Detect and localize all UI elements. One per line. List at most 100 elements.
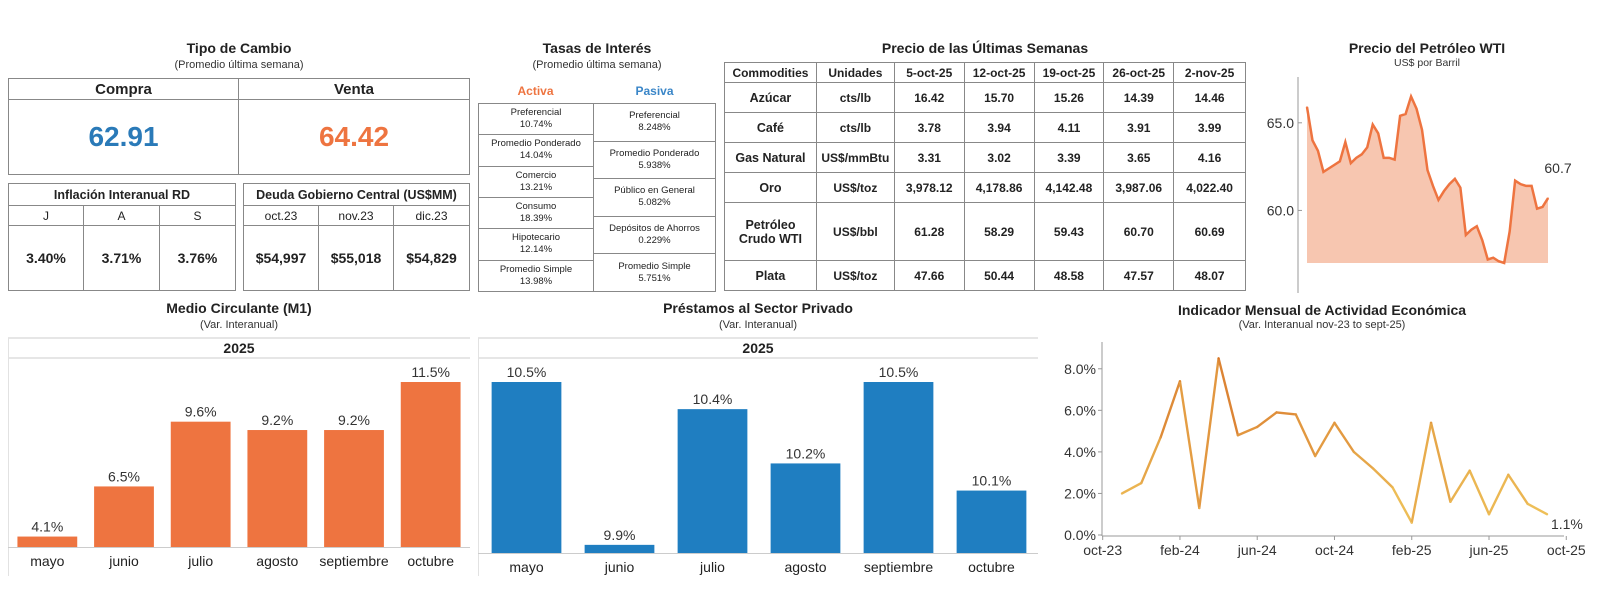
imae-point bbox=[1217, 357, 1220, 360]
active-rate-item: Consumo 18.39% bbox=[478, 197, 594, 230]
commodity-price: 15.26 bbox=[1033, 82, 1105, 113]
inflation-box: Inflación Interanual RD J A S 3.40% 3.71… bbox=[8, 183, 236, 291]
commodity-price: 14.46 bbox=[1173, 82, 1246, 113]
imae-line-segment bbox=[1352, 450, 1375, 470]
debt-month: dic.23 bbox=[394, 206, 469, 226]
wti-point bbox=[1465, 234, 1467, 236]
imae-y-tick-label: 2.0% bbox=[1064, 485, 1096, 501]
debt-value: $55,018 bbox=[319, 226, 394, 290]
table-row: Plata US$/toz 47.66 50.44 48.58 47.57 48.07 bbox=[724, 260, 1246, 291]
rate-name: Hipotecario bbox=[511, 232, 561, 244]
commodity-price: 4,178.86 bbox=[963, 172, 1035, 203]
wti-point bbox=[1486, 258, 1489, 261]
table-row: Azúcar cts/lb 16.42 15.70 15.26 14.39 14.46 bbox=[724, 82, 1246, 113]
imae-last-value-label: 1.1% bbox=[1551, 516, 1583, 532]
rate-name: Promedio Simple bbox=[618, 260, 691, 272]
wti-y-tick-label: 60.0 bbox=[1267, 202, 1294, 218]
imae-line-segment bbox=[1140, 436, 1162, 485]
commodities-header: 2-nov-25 bbox=[1173, 62, 1246, 83]
rate-name: Preferencial bbox=[510, 107, 562, 119]
wti-point bbox=[1536, 207, 1538, 210]
m1-bar bbox=[400, 382, 461, 547]
imae-point bbox=[1430, 422, 1432, 424]
loans-subtitle: (Var. Interanual) bbox=[718, 319, 798, 331]
imae-point bbox=[1449, 500, 1452, 503]
wti-point bbox=[1328, 167, 1330, 170]
rate-name: Público en General bbox=[614, 185, 695, 197]
commodity-price: 3.02 bbox=[963, 142, 1035, 173]
wti-point bbox=[1443, 190, 1445, 192]
imae-point bbox=[1333, 422, 1336, 424]
imae-x-tick-label: feb-24 bbox=[1160, 542, 1200, 558]
wti-point bbox=[1415, 107, 1418, 110]
commodities-header: 5-oct-25 bbox=[893, 62, 965, 83]
commodity-price: 3.31 bbox=[893, 142, 965, 173]
m1-bar bbox=[324, 430, 384, 547]
rate-value: 18.39% bbox=[519, 213, 553, 225]
sell-label: Venta bbox=[239, 79, 469, 100]
passive-rate-item: Promedio Ponderado 5.938% bbox=[593, 140, 716, 180]
commodity-name: Plata bbox=[724, 260, 817, 291]
imae-y-tick-label: 8.0% bbox=[1064, 361, 1096, 377]
wti-point bbox=[1525, 185, 1527, 187]
wti-subtitle: US$ por Barril bbox=[1394, 57, 1460, 69]
wti-point bbox=[1519, 183, 1522, 185]
wti-point bbox=[1426, 169, 1429, 171]
rate-name: Comercio bbox=[515, 169, 557, 181]
imae-point bbox=[1314, 455, 1316, 457]
passive-rate-item: Depósitos de Ahorros 0.229% bbox=[593, 215, 716, 255]
imae-line-segment bbox=[1313, 421, 1336, 458]
rates-subtitle: (Promedio última semana) bbox=[532, 59, 662, 71]
imae-x-tick-label: jun-24 bbox=[1237, 542, 1277, 558]
commodity-unit: cts/lb bbox=[815, 82, 895, 113]
wti-point bbox=[1344, 141, 1347, 143]
commodity-price: 4.16 bbox=[1173, 142, 1246, 173]
m1-category-label: julio bbox=[187, 553, 213, 569]
rate-name: Promedio Simple bbox=[499, 263, 573, 275]
wti-point bbox=[1454, 178, 1456, 180]
imae-line-segment bbox=[1391, 486, 1413, 524]
exchange-subtitle: (Promedio última semana) bbox=[174, 59, 304, 71]
commodity-price: 3,987.06 bbox=[1103, 172, 1175, 203]
imae-line-segment bbox=[1333, 421, 1355, 454]
rate-value: 10.74% bbox=[519, 119, 553, 131]
m1-bar bbox=[94, 486, 154, 547]
m1-bar bbox=[17, 536, 78, 547]
imae-point bbox=[1507, 473, 1510, 476]
commodity-price: 48.07 bbox=[1173, 260, 1246, 291]
commodities-header: 12-oct-25 bbox=[963, 62, 1035, 83]
loans-bar-label: 10.2% bbox=[786, 445, 826, 461]
commodity-price: 4.11 bbox=[1033, 112, 1105, 143]
imae-title: Indicador Mensual de Actividad Económica bbox=[1177, 302, 1467, 318]
rate-value: 5.751% bbox=[638, 272, 671, 284]
debt-value: $54,997 bbox=[244, 226, 319, 290]
buy-label: Compra bbox=[9, 79, 239, 100]
imae-line-segment bbox=[1256, 411, 1278, 429]
sell-value: 64.42 bbox=[318, 121, 390, 152]
m1-year-label: 2025 bbox=[223, 340, 254, 356]
imae-line-segment bbox=[1275, 411, 1298, 416]
imae-point bbox=[1546, 513, 1548, 516]
m1-category-label: agosto bbox=[256, 553, 298, 569]
loans-category-label: agosto bbox=[784, 559, 826, 575]
imae-line-segment bbox=[1410, 421, 1433, 524]
wti-point bbox=[1503, 262, 1505, 264]
commodities-panel: Precio de las Últimas Semanas Commoditie… bbox=[724, 38, 1246, 293]
loans-panel: Préstamos al Sector Privado (Var. Intera… bbox=[478, 300, 1038, 594]
commodities-header: 19-oct-25 bbox=[1033, 62, 1105, 83]
m1-title: Medio Circulante (M1) bbox=[166, 300, 312, 316]
m1-bar bbox=[170, 421, 231, 547]
rate-name: Promedio Ponderado bbox=[609, 147, 700, 159]
m1-bar bbox=[247, 430, 308, 547]
exchange-title: Tipo de Cambio bbox=[186, 40, 292, 56]
wti-point bbox=[1470, 228, 1473, 231]
table-row: Gas Natural US$/mmBtu 3.31 3.02 3.39 3.65 4.16 bbox=[724, 142, 1246, 173]
commodity-unit: US$/bbl bbox=[815, 202, 895, 261]
wti-point bbox=[1360, 153, 1363, 156]
rate-value: 13.98% bbox=[519, 275, 553, 287]
imae-line-segment bbox=[1487, 473, 1510, 516]
wti-title: Precio del Petróleo WTI bbox=[1348, 40, 1506, 56]
passive-rate-item: Público en General 5.082% bbox=[593, 178, 716, 217]
m1-category-label: septiembre bbox=[319, 553, 388, 569]
imae-line-segment bbox=[1507, 473, 1529, 506]
